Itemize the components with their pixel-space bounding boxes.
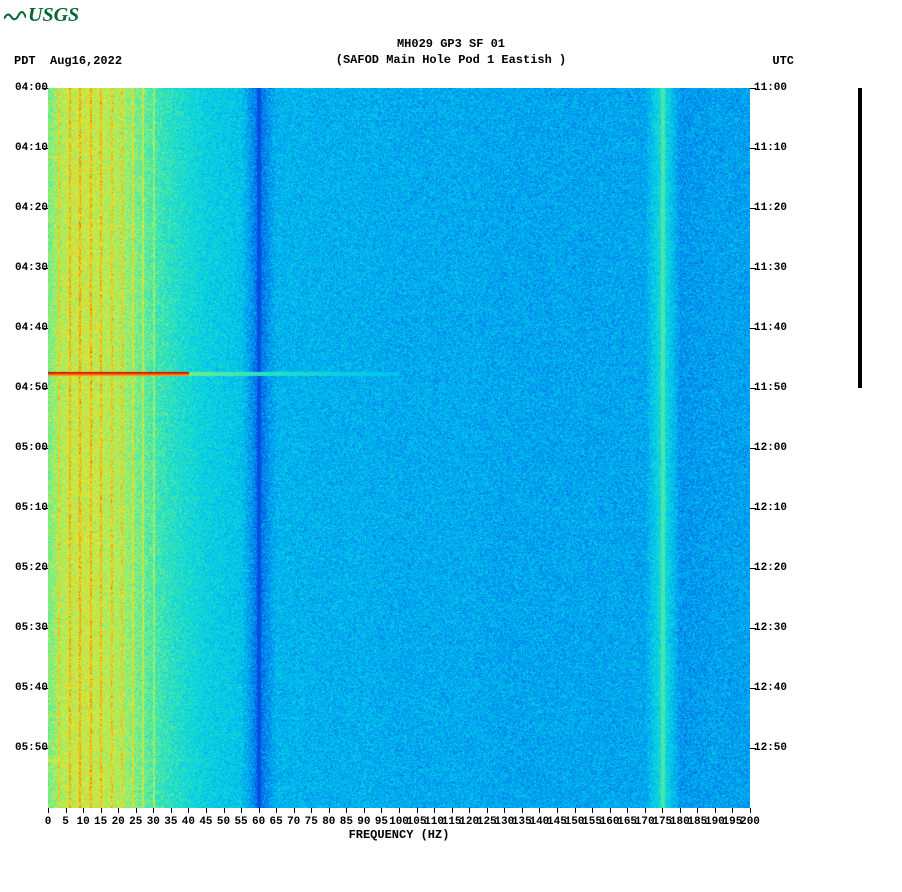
x-tick: 70: [287, 816, 300, 828]
x-tick: 80: [322, 816, 335, 828]
y-right-tick: 11:30: [754, 262, 796, 274]
y-right-tick: 11:20: [754, 202, 796, 214]
y-right-tick: 12:20: [754, 562, 796, 574]
x-tick: 15: [94, 816, 107, 828]
spectrogram-plot: [48, 88, 750, 808]
x-tick: 40: [182, 816, 195, 828]
y-right-tick: 12:40: [754, 682, 796, 694]
x-tick: 35: [164, 816, 177, 828]
x-tick: 20: [112, 816, 125, 828]
left-timezone-label: PDT Aug16,2022: [14, 54, 122, 68]
usgs-logo: USGS: [4, 4, 79, 27]
x-axis-label: FREQUENCY (HZ): [48, 828, 750, 842]
x-tick: 0: [45, 816, 52, 828]
x-tick: 5: [62, 816, 69, 828]
y-right-tick: 12:30: [754, 622, 796, 634]
x-tick: 25: [129, 816, 142, 828]
x-tick: 65: [270, 816, 283, 828]
chart-title: MH029 GP3 SF 01 (SAFOD Main Hole Pod 1 E…: [0, 36, 902, 68]
x-tick: 200: [740, 816, 760, 828]
y-axis-right-utc: 11:0011:1011:2011:3011:4011:5012:0012:10…: [754, 88, 796, 808]
x-tick: 95: [375, 816, 388, 828]
x-tick: 30: [147, 816, 160, 828]
usgs-wave-icon: [4, 9, 26, 23]
x-tick: 60: [252, 816, 265, 828]
y-right-tick: 12:50: [754, 742, 796, 754]
usgs-logo-text: USGS: [28, 4, 79, 27]
y-right-tick: 12:10: [754, 502, 796, 514]
title-line-1: MH029 GP3 SF 01: [0, 36, 902, 52]
y-right-tick: 11:50: [754, 382, 796, 394]
x-tick: 55: [234, 816, 247, 828]
title-line-2: (SAFOD Main Hole Pod 1 Eastish ): [0, 52, 902, 68]
x-tick: 50: [217, 816, 230, 828]
colorbar-marker: [858, 88, 862, 388]
x-tick: 85: [340, 816, 353, 828]
x-tick: 75: [305, 816, 318, 828]
x-tick: 10: [76, 816, 89, 828]
y-right-tick: 12:00: [754, 442, 796, 454]
y-right-tick: 11:00: [754, 82, 796, 94]
right-timezone-label: UTC: [772, 54, 794, 68]
y-right-tick: 11:40: [754, 322, 796, 334]
spectrogram-canvas: [48, 88, 750, 808]
y-right-tick: 11:10: [754, 142, 796, 154]
x-tick: 90: [357, 816, 370, 828]
x-tick: 45: [199, 816, 212, 828]
